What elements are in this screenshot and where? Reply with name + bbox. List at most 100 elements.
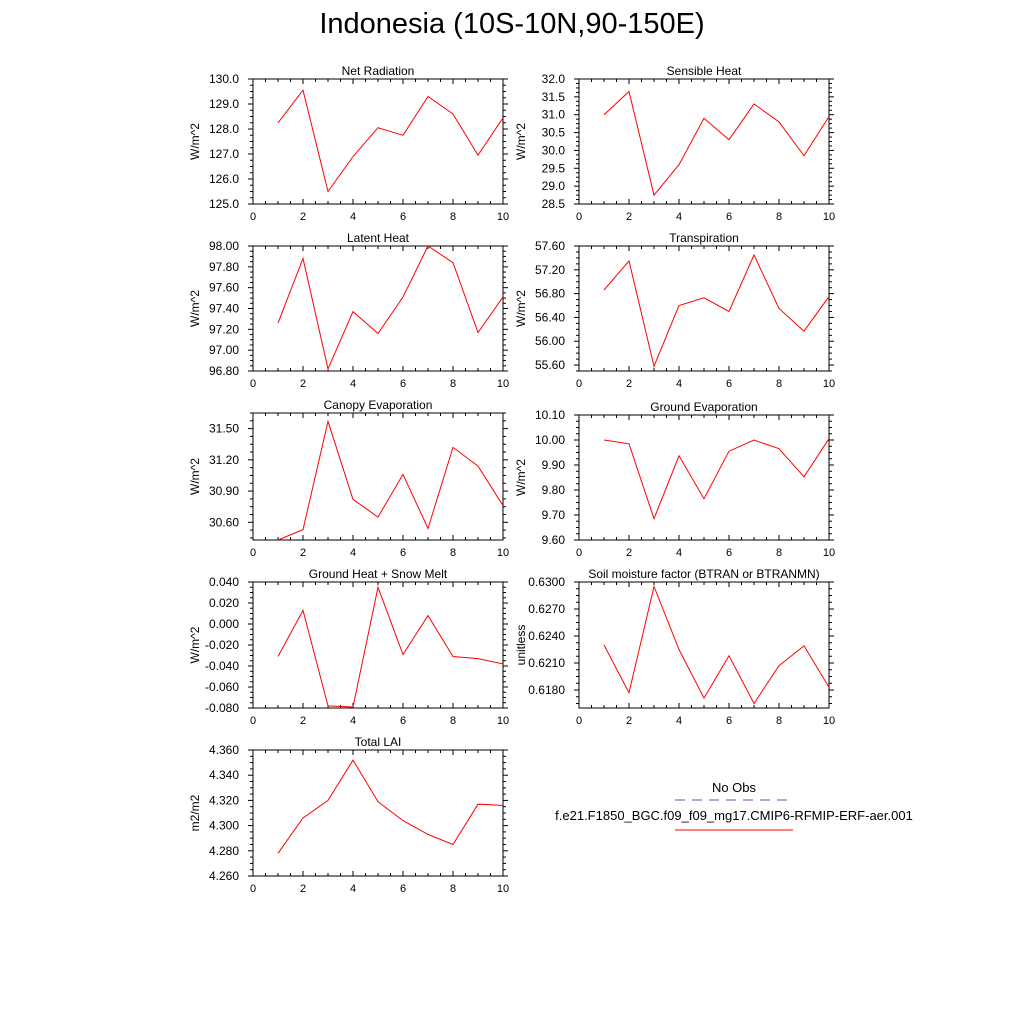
y-tick-label: 32.0	[542, 72, 566, 86]
y-tick-label: -0.060	[205, 680, 239, 694]
y-tick-label: 0.6270	[528, 602, 565, 616]
panel-soil-moisture-factor-btran-or-btranmn: Soil moisture factor (BTRAN or BTRANMN) u…	[514, 567, 835, 727]
y-axis-label: W/m^2	[188, 458, 202, 495]
x-tick-label: 10	[497, 883, 509, 895]
x-tick-label: 4	[350, 883, 356, 895]
panel-title: Canopy Evaporation	[324, 398, 433, 412]
x-tick-label: 0	[576, 715, 582, 727]
y-tick-label: 4.360	[209, 743, 239, 757]
series-line	[277, 419, 503, 541]
x-tick-label: 6	[400, 883, 406, 895]
series-line	[603, 438, 829, 521]
x-tick-label: 2	[300, 211, 306, 223]
x-tick-label: 8	[776, 715, 782, 727]
y-axis-label: W/m^2	[188, 626, 202, 663]
panel-title: Sensible Heat	[667, 64, 742, 78]
x-tick-label: 2	[626, 547, 632, 559]
page-title: Indonesia (10S-10N,90-150E)	[319, 8, 705, 40]
x-tick-label: 0	[250, 211, 256, 223]
x-tick-label: 0	[576, 547, 582, 559]
panel-canopy-evaporation: Canopy Evaporation W/m^2 0 2 4 6 8 10 30.60 30.90…	[188, 398, 509, 559]
x-tick-label: 4	[676, 715, 682, 727]
series-line	[603, 584, 829, 705]
y-tick-label: -0.040	[205, 659, 239, 673]
y-tick-label: 57.60	[535, 239, 565, 253]
y-axis-label: m2/m2	[188, 794, 202, 831]
y-tick-label: 30.0	[542, 143, 566, 157]
panel-latent-heat: Latent Heat W/m^2 0 2 4 6 8 10 96.80 97.00 97.20 97…	[188, 231, 509, 390]
x-tick-label: 10	[823, 715, 835, 727]
y-tick-label: 4.320	[209, 793, 239, 807]
x-tick-label: 2	[300, 547, 306, 559]
x-tick-label: 10	[497, 378, 509, 390]
panel-sensible-heat: Sensible Heat W/m^2 0 2 4 6 8 10 28.5 29.0 29.5 30.…	[514, 64, 835, 223]
x-tick-label: 6	[726, 715, 732, 727]
x-tick-label: 2	[300, 883, 306, 895]
x-tick-label: 10	[497, 715, 509, 727]
x-tick-label: 10	[497, 211, 509, 223]
panel-title: Ground Heat + Snow Melt	[309, 567, 448, 581]
series-line	[277, 759, 503, 854]
x-tick-label: 2	[300, 378, 306, 390]
x-tick-label: 10	[823, 378, 835, 390]
y-tick-label: 0.040	[209, 575, 239, 589]
panel-ground-heat-snow-melt: Ground Heat + Snow Melt W/m^2 0 2 4 6 8 10 -0.08…	[188, 567, 509, 727]
y-tick-label: 96.80	[209, 364, 239, 378]
x-tick-label: 8	[450, 715, 456, 727]
y-tick-label: -0.080	[205, 701, 239, 715]
x-tick-label: 10	[497, 547, 509, 559]
x-tick-label: 6	[400, 378, 406, 390]
y-tick-label: 0.6210	[528, 656, 565, 670]
x-tick-label: 4	[676, 378, 682, 390]
y-tick-label: 30.60	[209, 515, 239, 529]
x-tick-label: 4	[350, 715, 356, 727]
x-tick-label: 0	[250, 547, 256, 559]
x-tick-label: 2	[300, 715, 306, 727]
y-tick-label: 125.0	[209, 197, 239, 211]
plot-frame	[252, 245, 504, 372]
panel-total-lai: Total LAI m2/m2 0 2 4 6 8 10 4.260 4.280 4.300 4.32…	[188, 735, 509, 895]
y-tick-label: 10.10	[535, 408, 565, 422]
x-tick-label: 6	[400, 547, 406, 559]
x-tick-label: 6	[726, 211, 732, 223]
panel-title: Total LAI	[355, 735, 402, 749]
series-line	[603, 253, 829, 368]
plot-frame	[578, 245, 830, 372]
series-line	[277, 585, 503, 708]
y-tick-label: 9.60	[542, 533, 566, 547]
y-axis-label: W/m^2	[514, 290, 528, 327]
x-tick-label: 10	[823, 547, 835, 559]
y-tick-label: 4.340	[209, 768, 239, 782]
x-tick-label: 2	[626, 378, 632, 390]
y-tick-label: 0.6300	[528, 575, 565, 589]
y-tick-label: 97.00	[209, 343, 239, 357]
y-tick-label: 55.60	[535, 358, 565, 372]
series-line	[603, 90, 829, 197]
y-tick-label: 30.5	[542, 126, 566, 140]
x-tick-label: 0	[250, 715, 256, 727]
y-axis-label: W/m^2	[514, 123, 528, 160]
y-axis-label: unitless	[514, 625, 528, 666]
plot-frame	[578, 78, 830, 205]
y-tick-label: 57.20	[535, 263, 565, 277]
plot-frame	[252, 412, 504, 541]
x-tick-label: 2	[626, 211, 632, 223]
y-tick-label: 56.40	[535, 310, 565, 324]
x-tick-label: 6	[400, 715, 406, 727]
y-tick-label: 4.280	[209, 844, 239, 858]
legend-obs-label: No Obs	[711, 780, 757, 795]
x-tick-label: 6	[726, 547, 732, 559]
y-tick-label: 9.80	[542, 483, 566, 497]
y-tick-label: 31.5	[542, 90, 566, 104]
y-tick-label: 31.0	[542, 108, 566, 122]
plot-frame	[578, 414, 830, 541]
x-tick-label: 6	[726, 378, 732, 390]
y-tick-label: 97.40	[209, 302, 239, 316]
y-tick-label: 0.6240	[528, 629, 565, 643]
y-tick-label: 0.6180	[528, 683, 565, 697]
panel-net-radiation: Net Radiation W/m^2 0 2 4 6 8 10 125.0 126.0 127.0…	[188, 64, 509, 223]
y-tick-label: 56.80	[535, 287, 565, 301]
x-tick-label: 8	[776, 547, 782, 559]
plot-frame	[252, 749, 504, 877]
y-tick-label: 4.300	[209, 819, 239, 833]
